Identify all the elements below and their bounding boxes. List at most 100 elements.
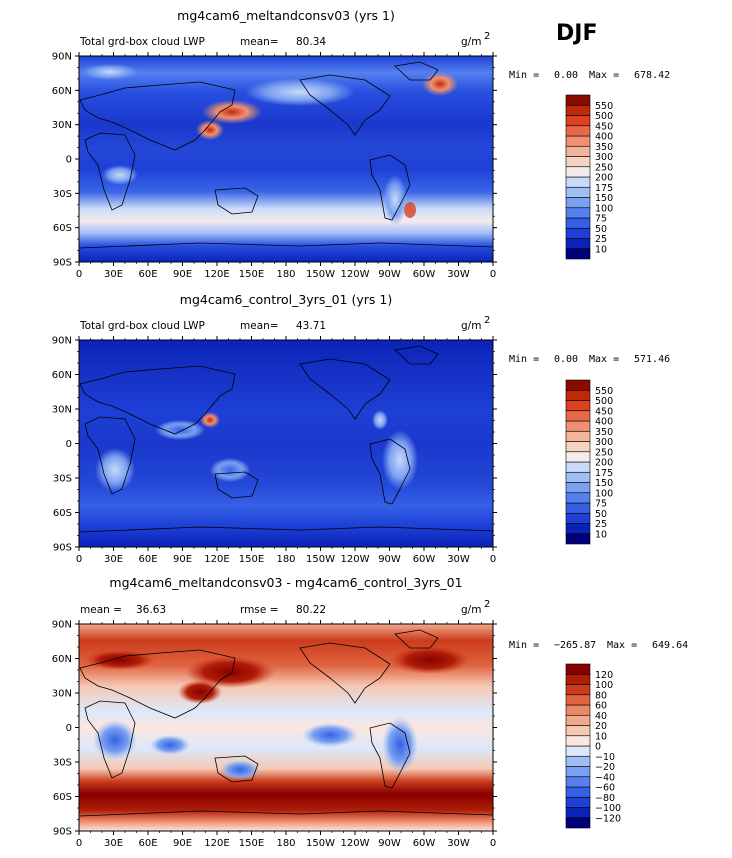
lat-tick-label: 30S (53, 758, 72, 769)
colorbar-label: 400 (595, 417, 613, 428)
colorbar-swatch (565, 523, 591, 535)
panel-1-title: mg4cam6_meltandconsv03 (yrs 1) (177, 8, 395, 23)
lon-tick-label: 0 (76, 269, 82, 280)
lon-tick-label: 90W (378, 554, 401, 565)
colorbar-swatch (565, 807, 591, 819)
colorbar-label: 450 (595, 121, 613, 132)
lon-tick-label: 120W (341, 838, 370, 849)
colorbar-label: 80 (595, 690, 607, 701)
lat-tick-label: 60N (52, 654, 72, 665)
colorbar-label: 200 (595, 458, 613, 469)
panel-2-coastlines (79, 345, 493, 533)
colorbar-label: 10 (595, 731, 607, 742)
colorbar-swatch (565, 704, 591, 716)
panel-1-axes: 90N 60N 30N 0 30S 60S 90S 0 30E 60E 90E 120E 150E 180… (52, 52, 497, 280)
panel-2-axes: 90N 60N 30N 0 30S 60S 90S 0 30E 60E 90E 120E 150E 180… (52, 336, 497, 565)
colorbar-label: 50 (595, 509, 607, 520)
colorbar-label: 150 (595, 478, 613, 489)
lat-tick-label: 30N (52, 120, 72, 131)
lat-tick-label: 30N (52, 405, 72, 416)
colorbar-label: −40 (595, 772, 615, 783)
panel-1-min-label: Min = (509, 70, 539, 81)
colorbar-label: 75 (595, 214, 607, 225)
panel-2-stat-label: mean= (240, 320, 279, 332)
panel-1-left-label: Total grd-box cloud LWP (79, 36, 205, 48)
lat-tick-label: 90N (52, 52, 72, 63)
colorbar-label: 500 (595, 111, 613, 122)
lat-tick-label: 60S (53, 792, 72, 803)
lon-tick-label: 30E (104, 554, 123, 565)
colorbar-swatch (565, 663, 591, 675)
colorbar-label: 25 (595, 519, 607, 530)
colorbar-label: 25 (595, 234, 607, 245)
lat-tick-label: 90S (53, 827, 72, 838)
colorbar-swatch (565, 441, 591, 453)
lon-tick-label: 90E (173, 554, 192, 565)
colorbar-label: −60 (595, 783, 615, 794)
colorbar-swatch (565, 186, 591, 198)
lat-tick-label: 90S (53, 543, 72, 554)
panel-1-max-value: 678.42 (634, 70, 670, 81)
colorbar-label: −20 (595, 762, 615, 773)
panel-3-coastlines (79, 629, 493, 817)
panel-2-units-sup: 2 (484, 315, 490, 326)
lat-tick-label: 0 (66, 439, 72, 450)
colorbar-label: 10 (595, 529, 607, 540)
colorbar-label: 550 (595, 101, 613, 112)
colorbar-swatch (565, 207, 591, 219)
lat-tick-label: 60S (53, 223, 72, 234)
panel-2-max-value: 571.46 (634, 354, 670, 365)
colorbar-swatch (565, 766, 591, 778)
colorbar-swatch (565, 135, 591, 147)
panel-3-map (79, 624, 493, 831)
lon-tick-label: 120E (204, 554, 229, 565)
lon-tick-label: 30W (447, 838, 470, 849)
lon-tick-label: 0 (490, 838, 496, 849)
season-label: DJF (556, 21, 597, 46)
colorbar-swatch (565, 400, 591, 412)
panel-3-min-value: −265.87 (554, 640, 596, 651)
panel-2-colorbar: 1025507510015017520025030035040045050055… (565, 379, 613, 545)
lon-tick-label: 150E (239, 554, 264, 565)
colorbar-swatch (565, 482, 591, 494)
colorbar-label: 550 (595, 386, 613, 397)
colorbar-label: 40 (595, 711, 607, 722)
colorbar-label: −100 (595, 803, 621, 814)
colorbar-swatch (565, 227, 591, 239)
panel-3-left-value: 36.63 (136, 604, 166, 616)
colorbar-swatch (565, 694, 591, 706)
lat-tick-label: 0 (66, 723, 72, 734)
colorbar-swatch (565, 817, 591, 829)
panel-3-stat-value: 80.22 (296, 604, 326, 616)
lon-tick-label: 60E (138, 554, 157, 565)
colorbar-swatch (565, 714, 591, 726)
colorbar-swatch (565, 492, 591, 504)
colorbar-swatch (565, 725, 591, 737)
colorbar-label: 300 (595, 437, 613, 448)
panel-1-coastlines (79, 61, 493, 249)
colorbar-swatch (565, 430, 591, 442)
colorbar-swatch (565, 796, 591, 808)
panel-3-axes: 90N 60N 30N 0 30S 60S 90S 0 30E 60E 90E 120E 150E 180… (52, 620, 497, 849)
panel-3-left-label: mean = (80, 604, 122, 616)
colorbar-label: 450 (595, 406, 613, 417)
lon-tick-label: 0 (76, 554, 82, 565)
panel-2-min-value: 0.00 (554, 354, 578, 365)
lon-tick-label: 60W (413, 269, 436, 280)
colorbar-swatch (565, 94, 591, 106)
colorbar-swatch (565, 786, 591, 798)
lon-tick-label: 60E (138, 838, 157, 849)
colorbar-swatch (565, 379, 591, 391)
lon-tick-label: 150E (239, 269, 264, 280)
panel-2-max-label: Max = (589, 354, 619, 365)
panel-3-max-label: Max = (607, 640, 637, 651)
panel-1-colorbar: 1025507510015017520025030035040045050055… (565, 94, 613, 260)
lon-tick-label: 150E (239, 838, 264, 849)
lon-tick-label: 90W (378, 269, 401, 280)
colorbar-swatch (565, 735, 591, 747)
panel-3: mg4cam6_meltandconsv03 - mg4cam6_control… (52, 575, 688, 849)
panel-1-stat-label: mean= (240, 36, 279, 48)
colorbar-label: 20 (595, 721, 607, 732)
panel-1: mg4cam6_meltandconsv03 (yrs 1) Total grd… (52, 8, 670, 280)
colorbar-label: 400 (595, 132, 613, 143)
